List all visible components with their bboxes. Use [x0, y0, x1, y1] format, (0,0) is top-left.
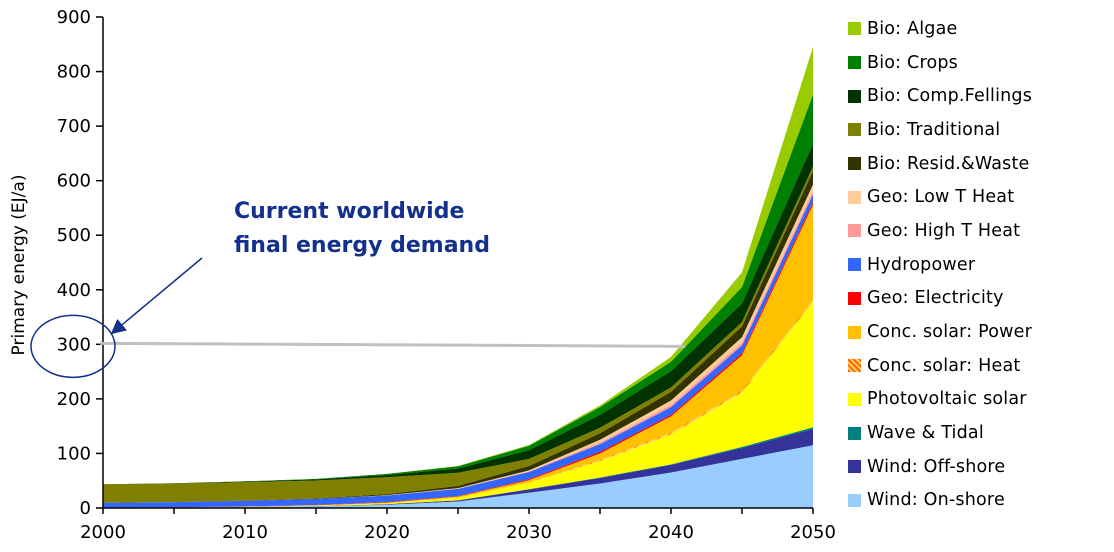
- legend-label: Wind: Off-shore: [867, 456, 1006, 477]
- area-photovoltaic-solar: [103, 301, 813, 508]
- legend-label: Hydropower: [867, 254, 976, 275]
- legend-item-bio-traditional: Bio: Traditional: [848, 113, 1110, 147]
- legend-swatch: [848, 224, 861, 238]
- legend-label: Geo: Electricity: [867, 288, 1004, 309]
- legend-label: Conc. solar: Heat: [867, 355, 1021, 376]
- x-tick-label: 2010: [222, 522, 268, 543]
- legend-item-geo-low-t-heat: Geo: Low T Heat: [848, 180, 1110, 214]
- annotation-line-1: Current worldwide: [234, 199, 464, 224]
- area-wind-off-shore: [103, 428, 813, 508]
- y-axis-label: Primary energy (EJ/a): [9, 175, 29, 356]
- legend-item-wind-off-shore: Wind: Off-shore: [848, 450, 1110, 484]
- y-tick-label: 900: [57, 7, 91, 28]
- legend-swatch: [848, 190, 861, 204]
- legend-item-conc-solar-heat: Conc. solar: Heat: [848, 349, 1110, 383]
- x-tick-label: 2020: [364, 522, 410, 543]
- area-wind-on-shore: [103, 445, 813, 508]
- legend-label: Bio: Comp.Fellings: [867, 86, 1033, 107]
- legend-swatch: [848, 359, 861, 373]
- y-tick-label: 800: [57, 62, 91, 83]
- legend-swatch: [848, 392, 861, 406]
- legend-item-wind-on-shore: Wind: On-shore: [848, 484, 1110, 518]
- x-tick-label: 2030: [506, 522, 552, 543]
- y-tick-label: 200: [57, 389, 91, 410]
- area-bio-comp-fellings: [103, 143, 813, 485]
- legend-item-geo-high-t-heat: Geo: High T Heat: [848, 214, 1110, 248]
- current-demand-line: [99, 341, 686, 348]
- legend: Bio: Algae Bio: Crops Bio: Comp.Fellings Bi…: [848, 12, 1110, 517]
- area-geo-high-t-heat: [103, 191, 813, 503]
- y-tick-label: 600: [57, 171, 91, 192]
- y-tick-label: 500: [57, 225, 91, 246]
- current-demand-arrow: [110, 257, 203, 335]
- legend-swatch: [848, 258, 861, 272]
- legend-swatch: [848, 460, 861, 474]
- area-bio-resid-waste: [103, 170, 813, 503]
- area-geo-low-t-heat: [103, 184, 813, 503]
- stacked-area-chart: 0 100 200 300 400 500 600 700 800 900 2000 2010 202…: [9, 7, 836, 543]
- annotation-line-2: final energy demand: [234, 233, 490, 258]
- current-demand-circle: [30, 314, 116, 379]
- y-tick-label: 300: [57, 334, 91, 355]
- legend-swatch: [848, 493, 861, 507]
- legend-item-conc-solar-power: Conc. solar: Power: [848, 315, 1110, 349]
- legend-item-bio-comp-fellings: Bio: Comp.Fellings: [848, 79, 1110, 113]
- y-tick-group: 0 100 200 300 400 500 600 700 800 900: [57, 7, 103, 519]
- legend-label: Photovoltaic solar: [867, 389, 1027, 410]
- y-tick-label: 700: [57, 116, 91, 137]
- legend-label: Bio: Algae: [867, 18, 958, 39]
- legend-swatch: [848, 157, 861, 171]
- x-tick-label: 2000: [80, 522, 126, 543]
- area-hydropower: [103, 194, 813, 508]
- legend-item-photovoltaic-solar: Photovoltaic solar: [848, 383, 1110, 417]
- legend-item-wave-tidal: Wave & Tidal: [848, 416, 1110, 450]
- x-tick-label: 2050: [790, 522, 836, 543]
- legend-item-geo-electricity: Geo: Electricity: [848, 282, 1110, 316]
- y-tick-label: 100: [57, 443, 91, 464]
- legend-label: Wave & Tidal: [867, 423, 984, 444]
- legend-swatch: [848, 22, 861, 36]
- y-tick-label: 0: [80, 498, 91, 519]
- legend-swatch: [848, 123, 861, 137]
- x-tick-label: 2040: [648, 522, 694, 543]
- legend-label: Geo: Low T Heat: [867, 187, 1015, 208]
- legend-label: Conc. solar: Power: [867, 322, 1033, 343]
- legend-swatch: [848, 291, 861, 305]
- area-series-group: [103, 47, 813, 508]
- legend-label: Geo: High T Heat: [867, 220, 1021, 241]
- legend-swatch: [848, 426, 861, 440]
- y-tick-label: 400: [57, 280, 91, 301]
- legend-label: Bio: Traditional: [867, 119, 1001, 140]
- legend-item-bio-algae: Bio: Algae: [848, 12, 1110, 46]
- legend-label: Wind: On-shore: [867, 490, 1005, 511]
- legend-label: Bio: Resid.&Waste: [867, 153, 1030, 174]
- legend-swatch: [848, 56, 861, 70]
- legend-swatch: [848, 89, 861, 103]
- legend-label: Bio: Crops: [867, 52, 958, 73]
- x-tick-group: 2000 2010 2020 2030 2040 2050: [80, 508, 836, 543]
- legend-item-hydropower: Hydropower: [848, 248, 1110, 282]
- legend-item-bio-resid-waste: Bio: Resid.&Waste: [848, 147, 1110, 181]
- legend-swatch: [848, 325, 861, 339]
- legend-item-bio-crops: Bio: Crops: [848, 46, 1110, 80]
- area-bio-crops: [103, 94, 813, 485]
